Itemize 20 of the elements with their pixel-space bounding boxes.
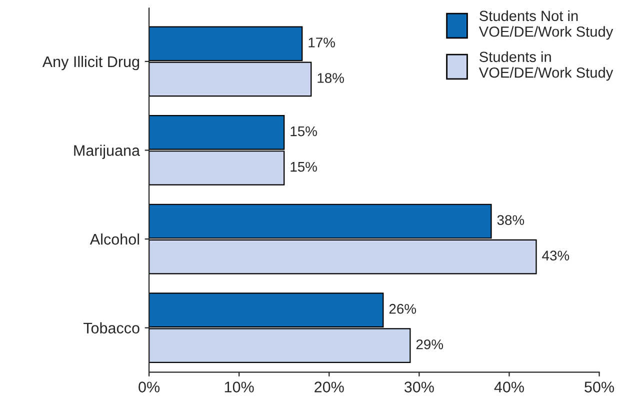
y-tick-label: Marijuana: [74, 144, 140, 159]
legend-label: Students in VOE/DE/Work Study: [478, 51, 614, 81]
x-tick-label: 50%: [584, 382, 614, 392]
x-tick-label: 40%: [494, 382, 524, 392]
legend-label: Students Not in VOE/DE/Work Study: [478, 10, 614, 40]
data-label: 43%: [542, 250, 570, 260]
x-tick-label: 0%: [138, 382, 160, 392]
data-label: 29%: [416, 339, 444, 350]
y-tick-label: Tobacco: [83, 322, 140, 334]
data-label: 15%: [290, 162, 317, 172]
x-tick-label: 30%: [404, 382, 434, 392]
data-label: 18%: [318, 73, 344, 83]
x-tick-label: 10%: [224, 382, 254, 392]
data-label: 26%: [389, 304, 416, 314]
data-label: 15%: [290, 126, 317, 136]
x-tick-label: 20%: [314, 382, 344, 392]
y-tick-label: Alcohol: [90, 233, 139, 245]
y-tick-label: Any Illicit Drug: [42, 56, 140, 70]
data-label: 38%: [497, 215, 524, 225]
data-label: 17%: [308, 38, 335, 48]
